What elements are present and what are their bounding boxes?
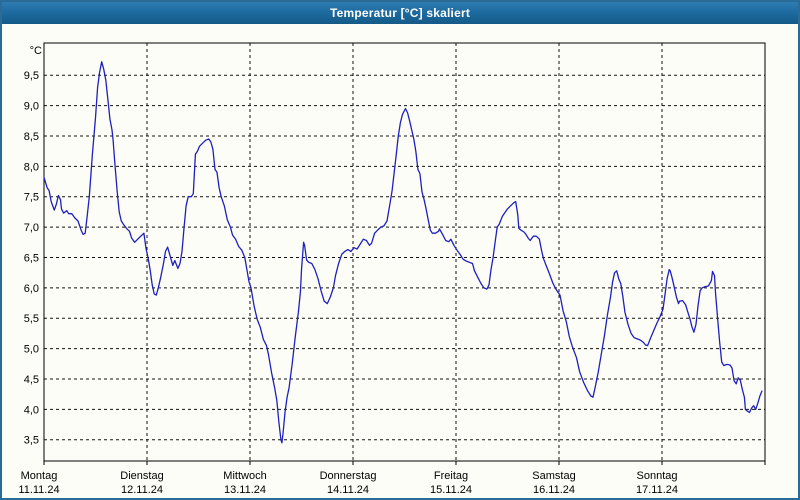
- date-label: 17.11.24: [636, 484, 678, 496]
- y-tick-label: 8,0: [24, 161, 39, 173]
- date-label: 13.11.24: [224, 484, 266, 496]
- day-label: Montag: [21, 470, 58, 482]
- day-label: Mittwoch: [223, 470, 266, 482]
- y-tick-label: 7,0: [24, 222, 39, 234]
- y-axis-unit-label: °C: [30, 45, 42, 57]
- window-title: Temperatur [°C] skaliert: [329, 6, 471, 20]
- y-tick-label: 5,0: [24, 344, 39, 356]
- date-label: 15.11.24: [430, 484, 472, 496]
- y-tick-label: 5,5: [24, 313, 39, 325]
- day-label: Samstag: [532, 470, 575, 482]
- y-tick-label: 6,5: [24, 252, 39, 264]
- day-label: Dienstag: [120, 470, 163, 482]
- y-tick-label: 6,0: [24, 283, 39, 295]
- date-label: 12.11.24: [121, 484, 163, 496]
- day-label: Freitag: [434, 470, 468, 482]
- date-label: 14.11.24: [327, 484, 369, 496]
- date-label: 11.11.24: [18, 484, 59, 496]
- window-titlebar[interactable]: Temperatur [°C] skaliert: [2, 2, 798, 24]
- temperature-line-chart-svg: 9,5 9,0 8,5 8,0 7,5 7,0 6,5 6,0 5,5 5,0 4,5 4,0 3,5 °…: [18, 42, 766, 496]
- temperature-chart: 9,5 9,0 8,5 8,0 7,5 7,0 6,5 6,0 5,5 5,0 4,5 4,0 3,5 °…: [2, 24, 798, 498]
- day-label: Donnerstag: [320, 470, 377, 482]
- date-label: 16.11.24: [533, 484, 575, 496]
- y-tick-label: 8,5: [24, 131, 39, 143]
- y-tick-label: 7,5: [24, 192, 39, 204]
- temperature-line: [43, 61, 763, 444]
- y-tick-label: 4,0: [24, 404, 39, 416]
- plot-border: [43, 42, 766, 462]
- y-tick-label: 4,5: [24, 374, 39, 386]
- y-tick-label: 9,0: [24, 101, 39, 113]
- day-label: Sonntag: [637, 470, 678, 482]
- y-tick-label: 3,5: [24, 435, 39, 447]
- y-tick-label: 9,5: [24, 70, 39, 82]
